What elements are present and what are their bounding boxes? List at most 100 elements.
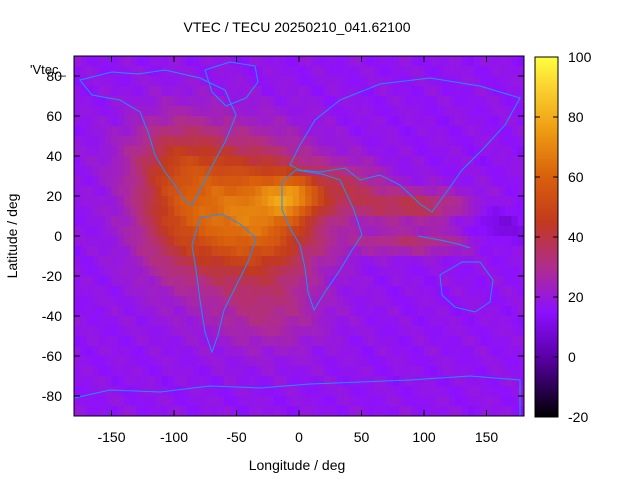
heatmap-cell	[117, 286, 125, 297]
heatmap-cell	[299, 116, 306, 127]
heatmap-cell	[142, 276, 150, 287]
heatmap-cell	[324, 86, 331, 97]
x-tick-label: 0	[295, 429, 303, 445]
heatmap-cell	[342, 406, 350, 417]
heatmap-cell	[499, 86, 506, 97]
heatmap-cell	[236, 166, 244, 177]
heatmap-cell	[199, 136, 206, 147]
heatmap-cell	[324, 336, 331, 347]
heatmap-cell	[336, 226, 344, 237]
heatmap-cell	[261, 286, 269, 297]
heatmap-cell	[80, 126, 87, 137]
heatmap-cell	[286, 386, 294, 397]
heatmap-cell	[111, 246, 119, 257]
heatmap-cell	[242, 296, 250, 307]
heatmap-cell	[86, 96, 94, 107]
heatmap-cell	[105, 156, 112, 167]
heatmap-cell	[330, 406, 337, 417]
heatmap-cell	[267, 306, 275, 317]
heatmap-cell	[86, 206, 94, 217]
heatmap-cell	[480, 56, 487, 67]
heatmap-cell	[255, 146, 262, 157]
heatmap-cell	[86, 226, 94, 237]
heatmap-cell	[186, 306, 194, 317]
heatmap-cell	[305, 246, 312, 257]
heatmap-cell	[174, 246, 181, 257]
heatmap-cell	[480, 286, 487, 297]
heatmap-cell	[211, 106, 219, 117]
heatmap-cell	[274, 96, 281, 107]
heatmap-cell	[399, 66, 406, 77]
heatmap-cell	[155, 246, 162, 257]
colorbar-tick-label: 40	[568, 229, 584, 245]
heatmap-cell	[80, 316, 87, 327]
heatmap-cell	[242, 186, 250, 197]
heatmap-cell	[155, 326, 162, 337]
heatmap-cell	[117, 386, 125, 397]
heatmap-cell	[99, 166, 106, 177]
heatmap-cell	[142, 86, 150, 97]
heatmap-cell	[286, 166, 294, 177]
heatmap-cell	[217, 146, 225, 157]
heatmap-cell	[217, 256, 225, 267]
heatmap-cell	[130, 286, 137, 297]
heatmap-cell	[105, 176, 112, 187]
heatmap-cell	[274, 266, 281, 277]
heatmap-cell	[455, 286, 462, 297]
heatmap-cell	[424, 316, 431, 327]
legend-key: 'Vtec_	[30, 62, 66, 77]
heatmap-cell	[411, 256, 419, 267]
heatmap-cell	[474, 326, 481, 337]
heatmap-cell	[230, 196, 237, 207]
heatmap-cell	[442, 376, 450, 387]
heatmap-cell	[74, 396, 81, 407]
heatmap-cell	[217, 246, 225, 257]
heatmap-cell	[111, 306, 119, 317]
heatmap-cell	[486, 406, 494, 417]
heatmap-cell	[474, 346, 481, 357]
heatmap-cell	[311, 136, 319, 147]
heatmap-cell	[349, 56, 356, 67]
heatmap-cell	[180, 196, 187, 207]
heatmap-cell	[405, 266, 412, 277]
heatmap-cell	[517, 326, 525, 337]
heatmap-cell	[430, 276, 437, 287]
heatmap-cell	[317, 276, 325, 287]
heatmap-cell	[174, 156, 181, 167]
heatmap-cell	[149, 216, 156, 227]
heatmap-cell	[274, 346, 281, 357]
heatmap-cell	[255, 356, 262, 367]
heatmap-cell	[349, 256, 356, 267]
heatmap-cell	[117, 226, 125, 237]
heatmap-cell	[499, 126, 506, 137]
heatmap-cell	[174, 146, 181, 157]
heatmap-cell	[386, 276, 394, 287]
heatmap-cell	[136, 326, 144, 337]
heatmap-cell	[367, 296, 375, 307]
heatmap-cell	[261, 256, 269, 267]
heatmap-cell	[136, 376, 144, 387]
heatmap-cell	[424, 266, 431, 277]
heatmap-cell	[374, 366, 381, 377]
heatmap-cell	[124, 236, 131, 247]
heatmap-cell	[249, 106, 256, 117]
heatmap-cell	[355, 356, 362, 367]
heatmap-cell	[417, 226, 425, 237]
heatmap-cell	[242, 376, 250, 387]
heatmap-cell	[492, 156, 500, 167]
heatmap-cell	[142, 126, 150, 137]
heatmap-cell	[367, 156, 375, 167]
heatmap-cell	[324, 246, 331, 257]
heatmap-cell	[74, 276, 81, 287]
heatmap-cell	[149, 226, 156, 237]
heatmap-cell	[105, 406, 112, 417]
heatmap-cell	[299, 56, 306, 67]
heatmap-cell	[336, 236, 344, 247]
heatmap-cell	[361, 326, 369, 337]
heatmap-cell	[455, 86, 462, 97]
heatmap-cell	[467, 326, 475, 337]
heatmap-cell	[330, 186, 337, 197]
heatmap-cell	[386, 246, 394, 257]
heatmap-cell	[286, 76, 294, 87]
heatmap-cell	[292, 386, 300, 397]
